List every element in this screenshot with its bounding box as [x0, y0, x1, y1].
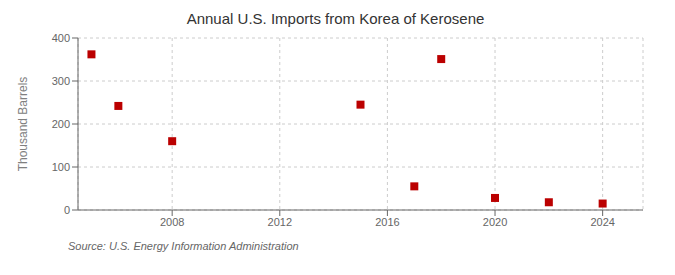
svg-text:100: 100 [52, 161, 70, 173]
svg-text:0: 0 [64, 204, 70, 216]
svg-text:400: 400 [52, 32, 70, 44]
svg-text:2024: 2024 [590, 216, 614, 228]
svg-text:2020: 2020 [483, 216, 507, 228]
html-text:Source: U.S. Energy Informatio: Source: U.S. Energy Information Administ… [68, 240, 299, 252]
svg-text:2016: 2016 [375, 216, 399, 228]
svg-text:Thousand Barrels: Thousand Barrels [16, 77, 30, 172]
svg-text:2008: 2008 [160, 216, 184, 228]
html-text:Annual U.S. Imports from Korea: Annual U.S. Imports from Korea of Kerose… [186, 10, 485, 27]
svg-text:200: 200 [52, 118, 70, 130]
svg-text:2012: 2012 [268, 216, 292, 228]
svg-text:300: 300 [52, 75, 70, 87]
